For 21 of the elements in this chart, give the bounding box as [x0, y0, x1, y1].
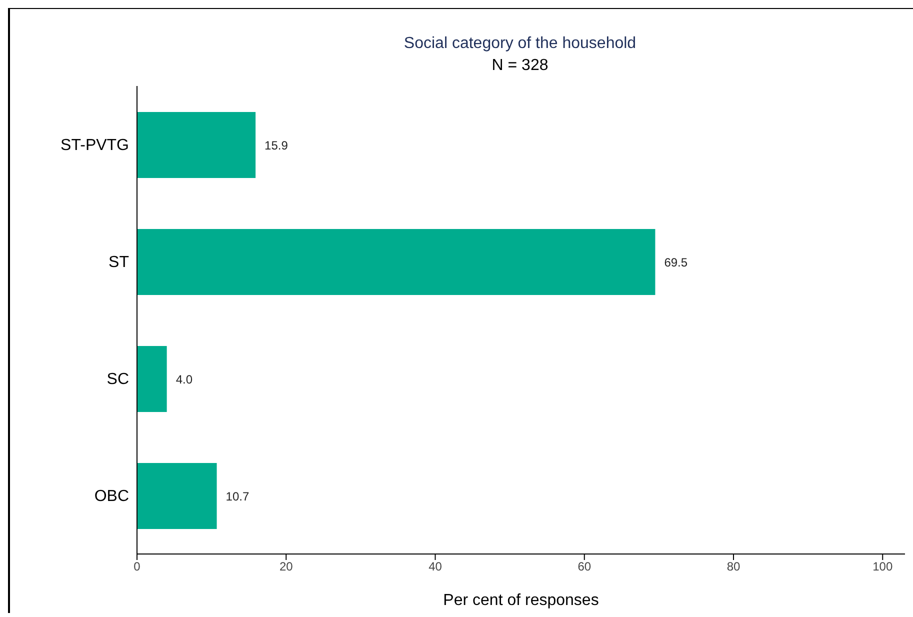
chart-subtitle: N = 328 [490, 57, 550, 75]
x-tick-label: 40 [428, 560, 442, 574]
x-tick-label: 80 [726, 560, 740, 574]
bar [137, 229, 656, 295]
bar [137, 346, 167, 412]
y-tick-label: OBC [94, 488, 129, 506]
data-label: 4.0 [176, 372, 193, 386]
x-tick-label: 60 [578, 560, 592, 574]
x-tick-label: 100 [872, 560, 893, 574]
y-tick-label: SC [106, 371, 129, 388]
data-label: 69.5 [664, 255, 688, 270]
bar [137, 463, 217, 529]
data-label: 15.9 [264, 138, 288, 152]
x-axis-title: Per cent of responses [443, 592, 599, 609]
y-tick-label: ST-PVTG [60, 137, 129, 154]
x-tick-label: 0 [134, 560, 141, 574]
bar [137, 112, 256, 178]
x-tick-label: 20 [279, 560, 294, 574]
data-label: 10.7 [226, 489, 250, 504]
chart-title: Social category of the household [402, 35, 638, 53]
y-tick-label: ST [108, 254, 130, 272]
